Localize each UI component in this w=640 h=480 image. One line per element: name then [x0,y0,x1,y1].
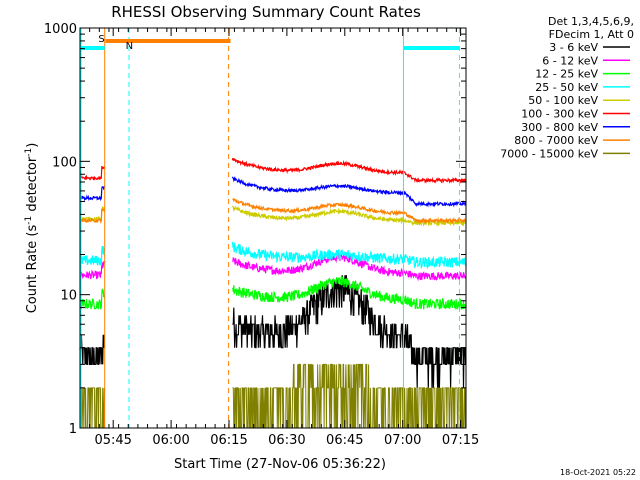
series-line-7000-15000-kev-0 [79,387,105,429]
x-axis-label: Start Time (27-Nov-06 05:36:22) [174,457,386,472]
data-layer [79,157,467,429]
flag-label-s: S [98,34,104,45]
x-tick-label-3: 06:30 [268,433,305,448]
series-line-100-300-kev-1 [231,157,467,184]
x-tick-label-1: 06:00 [152,433,189,448]
legend-label-3-6-kev: 3 - 6 keV [549,41,598,54]
y-axis-label-main: Count Rate (s [25,225,40,314]
generation-timestamp: 18-Oct-2021 05:22 [560,468,636,477]
series-line-25-50-kev-1 [231,241,467,270]
x-tick-label-4: 06:45 [326,433,363,448]
series-line-300-800-kev-0 [79,185,106,202]
y-axis-label-sup2: -1 [24,148,34,157]
legend: Det 1,3,4,5,6,9, FDecim 1, Att 0 3 - 6 k… [500,15,634,160]
y-axis-label-end: ) [25,143,40,148]
legend-label-800-7000-kev: 800 - 7000 keV [514,134,598,147]
y-tick-label-0: 1 [69,422,77,437]
legend-label-300-800-kev: 300 - 800 keV [521,121,598,134]
series-line-12-25-kev-1 [232,276,467,310]
series-line-6-12-kev-0 [79,260,106,280]
series-line-3-6-kev-0 [79,334,106,365]
axes-layer: S N 05:45 06:00 06:15 06:30 06:45 07:00 07:15 1 10… [44,22,479,448]
y-tick-label-3: 1000 [44,22,77,37]
y-axis-label-mid: detector [25,156,40,216]
legend-label-6-12-kev: 6 - 12 keV [542,54,598,67]
series-line-800-7000-kev-1 [232,197,467,225]
legend-header-line2: FDecim 1, Att 0 [549,28,634,41]
x-tick-label-6: 07:15 [442,433,479,448]
series-line-7000-15000-kev-1 [232,363,466,429]
legend-label-7000-15000-kev: 7000 - 15000 keV [500,147,598,160]
chart-title: RHESSI Observing Summary Count Rates [111,3,421,21]
x-tick-label-5: 07:00 [384,433,421,448]
series-line-300-800-kev-1 [231,176,467,208]
legend-label-100-300-kev: 100 - 300 keV [521,108,598,121]
y-tick-label-1: 10 [60,289,77,304]
x-tick-label-0: 05:45 [94,433,131,448]
y-axis-label-sup1: -1 [24,216,34,225]
y-tick-label-2: 100 [52,155,77,170]
series-line-100-300-kev-0 [80,165,106,181]
series-line-25-50-kev-0 [79,245,106,266]
x-tick-label-2: 06:15 [210,433,247,448]
y-axis-label: Count Rate (s-1 detector-1) [24,143,40,314]
series-line-800-7000-kev-0 [79,208,106,225]
series-line-12-25-kev-0 [79,288,106,310]
flag-label-n: N [126,41,133,52]
legend-label-12-25-kev: 12 - 25 keV [535,68,598,81]
plot-frame [79,27,467,429]
legend-header-line1: Det 1,3,4,5,6,9, [548,15,634,28]
legend-label-25-50-kev: 25 - 50 keV [535,81,598,94]
legend-label-50-100-kev: 50 - 100 keV [528,94,598,107]
